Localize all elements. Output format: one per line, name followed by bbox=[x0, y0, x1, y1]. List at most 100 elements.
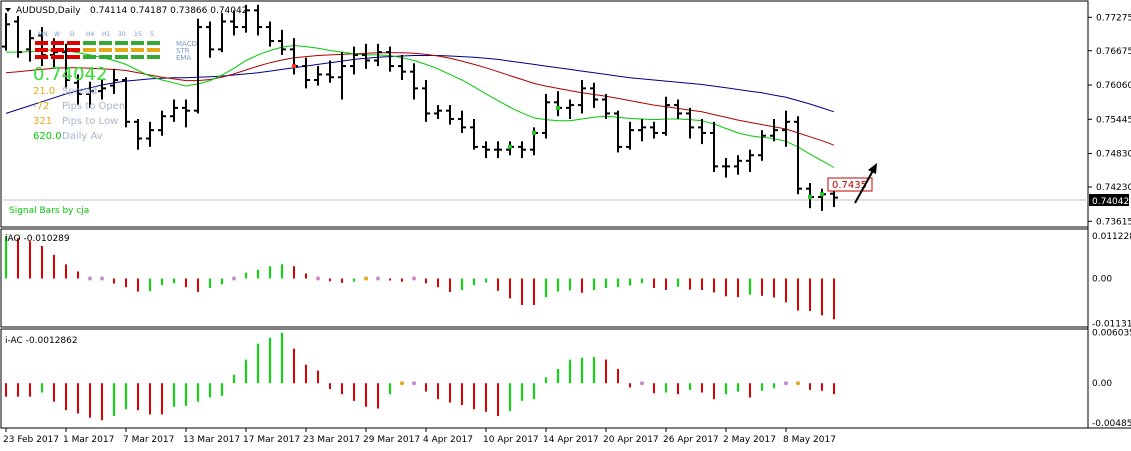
iao-neutral-mark bbox=[100, 276, 104, 281]
signal-cell bbox=[35, 55, 48, 59]
signal-cell bbox=[67, 41, 80, 45]
signal-timeframe-label: 30 bbox=[118, 31, 126, 38]
ohlc-bar bbox=[326, 60, 334, 83]
ohlc-bar bbox=[122, 77, 130, 128]
signal-timeframe-label: H1 bbox=[102, 31, 111, 38]
ohlc-bar bbox=[722, 158, 730, 178]
ohlc-bar bbox=[338, 52, 346, 100]
ohlc-bar bbox=[638, 119, 646, 142]
ohlc-bar bbox=[566, 99, 574, 120]
ohlc-bar bbox=[482, 141, 490, 159]
ohlc-bar bbox=[614, 110, 622, 153]
iac-scale-label: 0.00 bbox=[1092, 379, 1112, 389]
signal-row-value: 321 bbox=[33, 116, 52, 127]
moving-averages bbox=[5, 44, 835, 168]
signal-cell bbox=[51, 48, 64, 52]
ohlc-bar bbox=[290, 38, 298, 75]
signal-cell bbox=[83, 48, 96, 52]
ohlc-bar bbox=[74, 74, 82, 106]
signal-price: 0.74042 bbox=[33, 64, 107, 85]
signal-cell bbox=[99, 55, 112, 59]
ohlc-readout: 0.74114 0.74187 0.73866 0.74042 bbox=[90, 6, 247, 16]
signal-row-label: Spread bbox=[62, 86, 97, 97]
iac-title: i-AC -0.0012862 bbox=[5, 336, 78, 346]
iao-neutral-mark bbox=[232, 276, 236, 281]
signal-cell bbox=[67, 55, 80, 59]
price-annotation-label: 0.7435 bbox=[832, 180, 867, 191]
ohlc-bar bbox=[698, 119, 706, 145]
iac-histogram bbox=[5, 332, 835, 421]
price-scale: 0.77275 0.76675 0.76060 0.75445 0.74830 0.742… bbox=[1088, 13, 1131, 429]
ohlc-bar bbox=[830, 189, 838, 208]
ohlc-bar bbox=[758, 130, 766, 161]
ohlc-bar bbox=[218, 13, 226, 53]
signal-cell bbox=[131, 55, 144, 59]
ohlc-bar bbox=[626, 121, 634, 150]
iao-scale-label: 0.011228 bbox=[1092, 232, 1131, 242]
ma-blue-line bbox=[5, 55, 835, 114]
iao-neutral-mark bbox=[376, 276, 380, 281]
iac-neutral-mark bbox=[796, 381, 800, 386]
ohlc-bar bbox=[230, 10, 238, 36]
signal-cell bbox=[99, 41, 112, 45]
signal-cell bbox=[35, 41, 48, 45]
ohlc-bar bbox=[410, 63, 418, 100]
ohlc-bar bbox=[266, 21, 274, 47]
signal-row-label: Daily Av bbox=[62, 131, 103, 142]
ohlc-bar bbox=[578, 80, 586, 114]
signal-cell bbox=[67, 48, 80, 52]
ohlc-bar bbox=[362, 43, 370, 69]
ohlc-bar bbox=[386, 46, 394, 72]
ohlc-bar bbox=[86, 81, 94, 108]
signal-cell bbox=[131, 41, 144, 45]
ma-red-line bbox=[5, 52, 835, 146]
ohlc-bar bbox=[674, 99, 682, 120]
time-axis-label: 10 Apr 2017 bbox=[483, 435, 539, 445]
ohlc-bar bbox=[206, 21, 214, 58]
signal-dot bbox=[808, 195, 812, 200]
signal-cell bbox=[115, 48, 128, 52]
ma-green-line bbox=[6, 44, 835, 168]
ohlc-bar bbox=[242, 4, 250, 33]
time-axis-label: 2 May 2017 bbox=[723, 435, 776, 445]
ohlc-bar bbox=[158, 110, 166, 136]
iao-scale-label: 0.00 bbox=[1092, 275, 1112, 285]
time-axis-label: 8 May 2017 bbox=[783, 435, 836, 445]
signal-row-value: 620.0 bbox=[33, 131, 62, 142]
ohlc-bar bbox=[110, 68, 118, 94]
price-scale-label: 0.75445 bbox=[1096, 115, 1131, 125]
price-annotation-box[interactable] bbox=[827, 177, 873, 192]
ohlc-bar bbox=[194, 18, 202, 114]
ohlc-bar bbox=[182, 99, 190, 128]
ohlc-bar bbox=[542, 93, 550, 139]
signal-timeframe-label: W bbox=[54, 31, 60, 38]
price-scale-label: 0.74830 bbox=[1096, 150, 1131, 160]
signal-dots bbox=[292, 64, 824, 200]
ohlc-bar bbox=[590, 82, 598, 108]
time-axis-label: 14 Apr 2017 bbox=[543, 435, 599, 445]
ohlc-bar bbox=[98, 80, 106, 100]
ohlc-bar bbox=[710, 121, 718, 172]
ohlc-bar bbox=[662, 96, 670, 136]
collapse-arrow-icon[interactable] bbox=[5, 8, 11, 12]
ohlc-bar bbox=[734, 155, 742, 175]
signal-row-label: Pips to Low bbox=[62, 116, 118, 127]
signal-cell bbox=[147, 48, 160, 52]
symbol-title: AUDUSD,Daily bbox=[16, 6, 81, 16]
ohlc-bar bbox=[518, 141, 526, 159]
signal-cell bbox=[115, 41, 128, 45]
signal-info-rows: 21.0 Spread -72 Pips to Open 321 Pips to Low6… bbox=[33, 86, 125, 142]
time-axis-label: 29 Mar 2017 bbox=[363, 435, 420, 445]
iac-neutral-mark bbox=[784, 381, 788, 386]
time-axis-label: 23 Feb 2017 bbox=[3, 435, 59, 445]
signal-cell bbox=[147, 41, 160, 45]
iac-neutral-mark bbox=[412, 381, 416, 386]
ohlc-bar bbox=[470, 119, 478, 150]
trend-arrow[interactable] bbox=[854, 166, 876, 204]
signal-dot bbox=[508, 144, 512, 149]
iac-panel-frame bbox=[0, 328, 1089, 429]
signal-dot bbox=[532, 130, 536, 135]
time-axis-label: 17 Mar 2017 bbox=[243, 435, 300, 445]
iao-neutral-mark bbox=[88, 276, 92, 281]
